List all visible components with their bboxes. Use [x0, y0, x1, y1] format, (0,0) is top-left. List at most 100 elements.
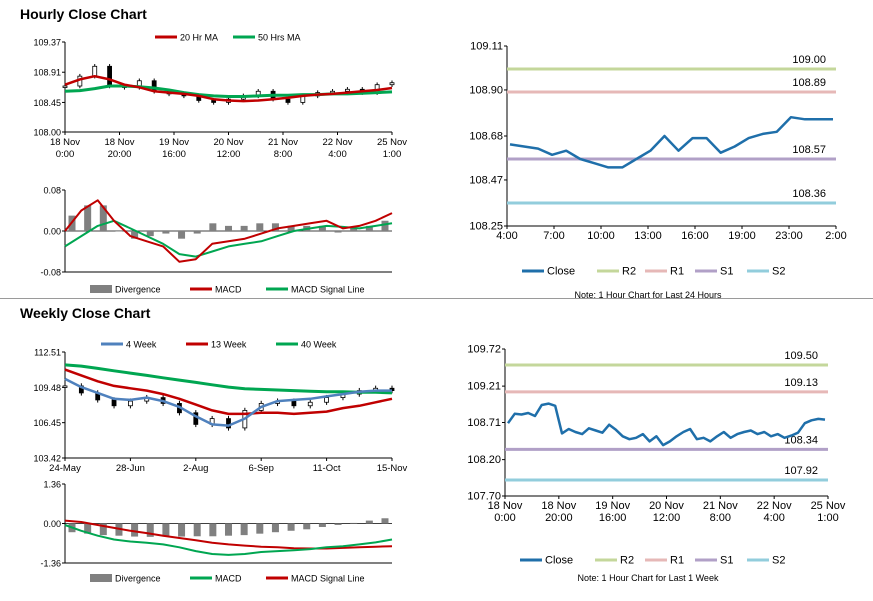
hourly-levels-level-label-s1: 108.57	[792, 144, 826, 156]
weekly-levels-x-tick-label: 12:00	[653, 512, 681, 524]
weekly-macd-y-tick-label: -1.36	[40, 559, 61, 569]
hourly-macd-divergence-bar	[350, 228, 358, 231]
weekly-levels-x-tick-label: 18 Nov	[488, 500, 523, 512]
hourly-macd-legend-label: MACD	[215, 285, 242, 295]
weekly-levels-x-tick-label: 25 Nov	[811, 500, 846, 512]
weekly-price-candle-body	[62, 385, 68, 388]
hourly-macd-divergence-bar	[209, 223, 217, 231]
hourly-price-y-tick-label: 108.00	[33, 128, 61, 138]
weekly-price-40-week-line	[64, 363, 393, 395]
hourly-levels-legend-label: Close	[547, 266, 575, 278]
weekly-price-x-tick-label: 24-May	[49, 463, 81, 474]
hourly-macd-divergence-bar	[115, 231, 123, 232]
hourly-price-candle-body	[285, 98, 291, 103]
hourly-levels-level-label-r2: 109.00	[792, 54, 826, 66]
weekly-levels-y-tick-label: 107.70	[467, 491, 501, 503]
weekly-levels-y-tick-label: 108.20	[467, 454, 501, 466]
weekly-price-legend-label: 40 Week	[301, 340, 337, 350]
weekly-levels-x-tick-label: 19 Nov	[595, 500, 630, 512]
weekly-levels-x-tick-label: 21 Nov	[703, 500, 738, 512]
hourly-price-legend-label: 20 Hr MA	[180, 33, 218, 43]
weekly-levels-level-label-s2: 107.92	[784, 465, 818, 477]
hourly-price-x-tick-label: 0:00	[56, 149, 75, 160]
hourly-price-x-tick-label: 20:00	[108, 149, 132, 160]
weekly-macd-divergence-bar	[224, 523, 233, 536]
hourly-macd-legend-label: MACD Signal Line	[291, 285, 365, 295]
weekly-macd-divergence-bar	[99, 523, 107, 536]
hourly-levels-legend-label: S2	[772, 266, 785, 278]
weekly-macd-divergence-bar	[303, 523, 311, 530]
hourly-levels-note: Note: 1 Hour Chart for Last 24 Hours	[574, 290, 722, 300]
weekly-macd-divergence-bar	[240, 523, 248, 536]
hourly-price-candle-body	[92, 65, 98, 77]
hourly-macd-line	[64, 199, 393, 263]
weekly-levels-level-label-r2: 109.50	[784, 350, 818, 362]
hourly-levels-y-tick-label: 108.25	[469, 221, 503, 233]
hourly-price-x-tick-label: 16:00	[162, 149, 186, 160]
weekly-levels-x-tick-label: 1:00	[817, 512, 838, 524]
hourly-price-x-tick-label: 18 Nov	[50, 137, 80, 148]
hourly-macd-divergence-bar	[256, 223, 264, 231]
weekly-levels-y-tick-label: 108.71	[467, 417, 501, 429]
hourly-macd-divergence-bar	[178, 231, 186, 239]
hourly-levels-x-tick-label: 16:00	[681, 230, 709, 242]
hourly-price-y-tick-label: 108.45	[33, 98, 61, 108]
hourly-price-candle-body	[389, 82, 395, 86]
weekly-price-candle-body	[291, 400, 297, 407]
weekly-macd-signal-line	[64, 519, 393, 550]
weekly-macd-divergence-bar	[193, 523, 201, 537]
hourly-price-x-tick-label: 8:00	[274, 149, 293, 160]
weekly-price-candle-body	[127, 400, 133, 407]
hourly-levels-x-tick-label: 19:00	[728, 230, 756, 242]
weekly-macd-divergence-bar	[162, 523, 170, 537]
weekly-macd-divergence-bar	[350, 522, 358, 524]
hourly-levels-x-tick-label: 10:00	[587, 230, 615, 242]
hourly-price-y-tick-label: 108.91	[33, 68, 61, 78]
hourly-levels-x-tick-label: 4:00	[496, 230, 517, 242]
hourly-macd-divergence-bar	[146, 231, 154, 237]
weekly-price-y-tick-label: 109.48	[33, 383, 61, 393]
weekly-levels-y-tick-label: 109.72	[467, 344, 501, 356]
weekly-levels-close-line	[506, 402, 826, 447]
hourly-levels-legend-label: R1	[670, 266, 684, 278]
hourly-price-y-tick-label: 109.37	[33, 38, 61, 48]
weekly-macd-divergence-bar	[146, 523, 154, 537]
hourly-levels-y-tick-label: 108.68	[469, 131, 503, 143]
hourly-price-x-tick-label: 4:00	[328, 149, 347, 160]
weekly-levels-x-tick-label: 20:00	[545, 512, 573, 524]
hourly-levels-x-tick-label: 2:00	[825, 230, 846, 242]
hourly-price-x-tick-label: 25 Nov	[377, 137, 407, 148]
weekly-macd-divergence-bar	[84, 523, 92, 534]
weekly-macd-divergence-bar	[334, 523, 342, 525]
weekly-levels-legend-label: Close	[545, 555, 573, 567]
hourly-levels-legend-label: S1	[720, 266, 733, 278]
hourly-price-candle-body	[211, 100, 217, 103]
weekly-macd-legend-label: Divergence	[115, 574, 161, 584]
hourly-levels-y-tick-label: 109.11	[470, 41, 503, 53]
hourly-price-x-tick-label: 12:00	[217, 149, 241, 160]
weekly-levels-x-tick-label: 22 Nov	[757, 500, 792, 512]
hourly-levels-x-tick-label: 13:00	[634, 230, 662, 242]
hourly-levels-legend-label: R2	[622, 266, 636, 278]
weekly-price-x-tick-label: 11-Oct	[313, 463, 341, 474]
weekly-levels-legend-label: R1	[670, 555, 684, 567]
weekly-price-x-tick-label: 6-Sep	[249, 463, 274, 474]
section-divider	[0, 298, 873, 299]
hourly-macd-divergence-bar	[162, 231, 170, 234]
hourly-price-candle-body	[62, 85, 68, 88]
weekly-levels-level-label-s1: 108.34	[784, 434, 818, 446]
hourly-macd-divergence-bar	[193, 231, 201, 234]
hourly-macd-divergence-bar	[365, 225, 373, 231]
weekly-macd-legend-label: MACD Signal Line	[291, 574, 365, 584]
hourly-macd-divergence-bar	[287, 225, 295, 231]
hourly-macd-y-tick-label: 0.00	[43, 227, 61, 237]
hourly-price-x-tick-label: 18 Nov	[104, 137, 134, 148]
weekly-macd-divergence-bar	[131, 523, 139, 537]
weekly-macd-legend-swatch	[90, 574, 112, 582]
weekly-price-4-week-line	[64, 377, 392, 427]
hourly-macd-divergence-bar	[318, 225, 326, 231]
hourly-levels-y-tick-label: 108.90	[469, 84, 503, 96]
weekly-levels-legend-label: S1	[720, 555, 733, 567]
hourly-levels-x-tick-label: 7:00	[543, 230, 564, 242]
